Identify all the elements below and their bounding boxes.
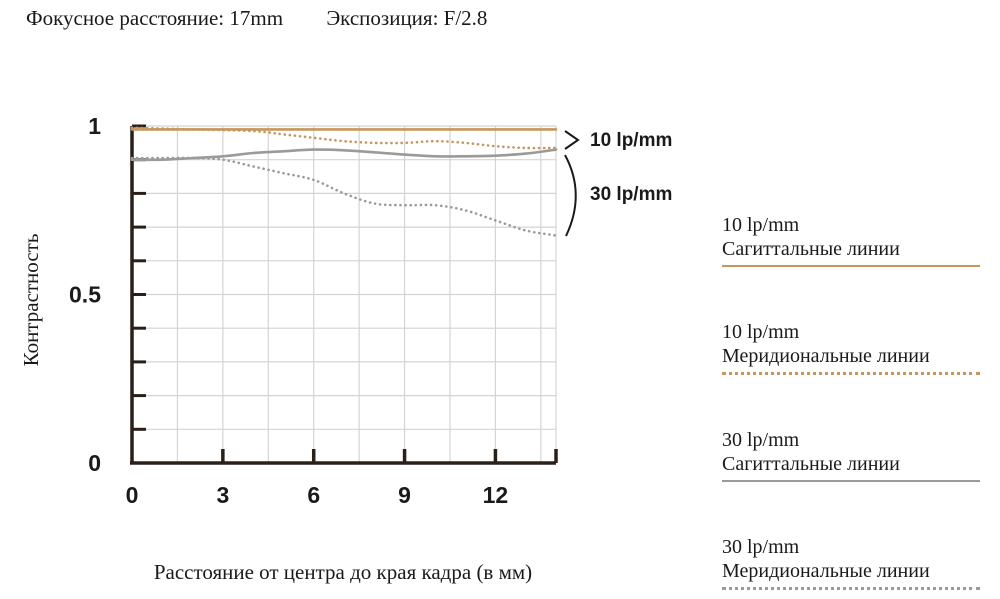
- legend-swatch: [722, 480, 980, 482]
- y-axis-label: Контрастность: [19, 234, 43, 367]
- annotations: 10 lp/mm 30 lp/mm: [564, 130, 672, 237]
- exposure-label: Экспозиция: F/2.8: [326, 6, 488, 30]
- x-tick-label: 6: [307, 482, 320, 508]
- legend-frequency: 10 lp/mm: [722, 321, 800, 343]
- chart-header: Фокусное расстояние: 17mm Экспозиция: F/…: [26, 6, 487, 31]
- legend-line-type: Сагиттальные линии: [722, 453, 900, 475]
- x-tick-label: 12: [483, 482, 509, 508]
- y-tick-label: 0: [88, 450, 101, 476]
- y-tick-label: 0.5: [69, 282, 101, 308]
- legend-item: 10 lp/mm Меридиональные линии: [722, 320, 980, 375]
- legend-item: 30 lp/mm Меридиональные линии: [722, 535, 980, 590]
- axes: [130, 124, 558, 465]
- bracket-10lp: [564, 130, 580, 150]
- legend-swatch: [722, 587, 980, 590]
- legend-swatch: [722, 372, 980, 375]
- legend-frequency: 30 lp/mm: [722, 536, 800, 558]
- x-tick-label: 0: [126, 482, 139, 508]
- focal-length-label: Фокусное расстояние: 17mm: [26, 6, 284, 30]
- tick-labels: 0 3 6 9 12 0 0.5 1: [69, 113, 508, 508]
- series-line-3: [130, 148, 558, 162]
- grid: [132, 125, 557, 463]
- x-axis-label: Расстояние от центра до края кадра (в мм…: [154, 560, 532, 584]
- legend-swatch: [722, 265, 980, 267]
- series-line-4: [130, 156, 558, 237]
- legend-frequency: 30 lp/mm: [722, 429, 800, 451]
- bracket-30lp: [564, 154, 577, 237]
- series-line-2: [130, 126, 558, 150]
- legend-line-type: Сагиттальные линии: [722, 238, 900, 260]
- legend-line-type: Меридиональные линии: [722, 560, 930, 582]
- annotation-10lp: 10 lp/mm: [590, 130, 672, 151]
- series-lines: [130, 126, 558, 237]
- annotation-30lp: 30 lp/mm: [590, 184, 672, 205]
- legend-frequency: 10 lp/mm: [722, 214, 800, 236]
- y-tick-label: 1: [88, 113, 101, 139]
- x-tick-label: 9: [398, 482, 411, 508]
- legend-item: 10 lp/mm Сагиттальные линии: [722, 213, 980, 267]
- legend-item: 30 lp/mm Сагиттальные линии: [722, 428, 980, 482]
- legend-line-type: Меридиональные линии: [722, 345, 930, 367]
- x-tick-label: 3: [216, 482, 229, 508]
